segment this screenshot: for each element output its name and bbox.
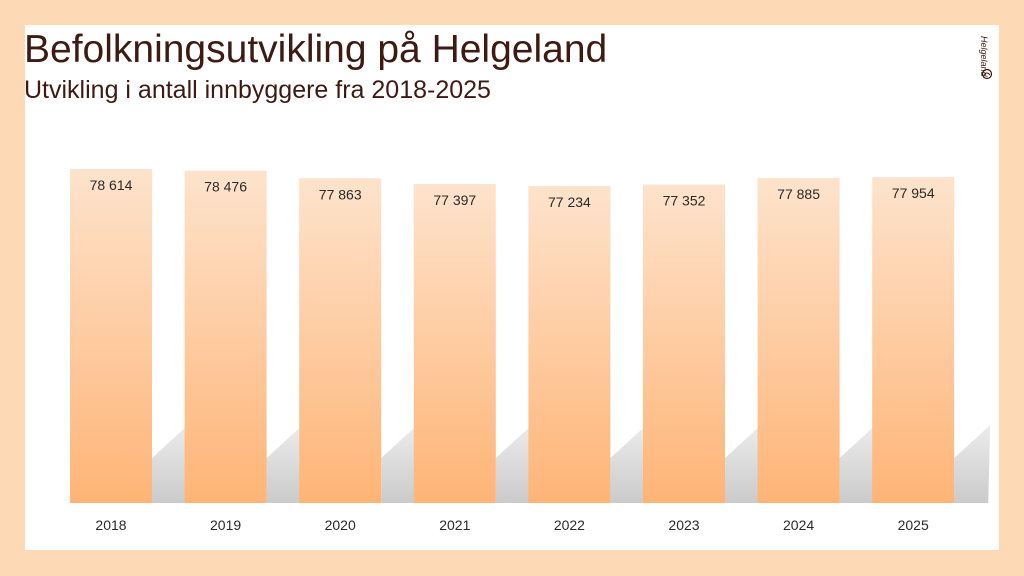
bar-2019 bbox=[184, 170, 267, 503]
data-label-2025: 77 954 bbox=[892, 185, 935, 201]
bar-shadows bbox=[152, 425, 991, 503]
x-tick-2020: 2020 bbox=[325, 517, 356, 533]
x-tick-2023: 2023 bbox=[668, 517, 699, 533]
page-title: Befolkningsutvikling på Helgeland bbox=[24, 28, 608, 71]
bar-shadow bbox=[381, 425, 418, 503]
bar-2021 bbox=[413, 183, 496, 503]
helgeland-logo: Helgeland bbox=[975, 28, 999, 80]
x-tick-2022: 2022 bbox=[554, 517, 585, 533]
data-label-2022: 77 234 bbox=[548, 194, 591, 210]
bar-shadow bbox=[725, 425, 761, 503]
bar-2022 bbox=[528, 186, 611, 503]
bar-shadow bbox=[610, 425, 647, 503]
data-label-2018: 78 614 bbox=[90, 177, 133, 193]
bar-2024 bbox=[757, 177, 840, 503]
data-label-2021: 77 397 bbox=[433, 192, 476, 208]
data-label-2023: 77 352 bbox=[663, 193, 706, 209]
bar-2020 bbox=[299, 178, 382, 503]
x-tick-2025: 2025 bbox=[898, 517, 929, 533]
data-label-2020: 77 863 bbox=[319, 186, 362, 202]
data-label-2019: 78 476 bbox=[204, 179, 247, 195]
bar-2025 bbox=[872, 177, 955, 503]
data-label-2024: 77 885 bbox=[777, 186, 820, 202]
bar-2023 bbox=[643, 184, 725, 503]
bar-2018 bbox=[70, 169, 152, 503]
bar-shadow bbox=[954, 425, 991, 503]
logo-mark-icon bbox=[981, 68, 993, 80]
x-tick-2024: 2024 bbox=[783, 517, 814, 533]
x-tick-2018: 2018 bbox=[95, 517, 126, 533]
bar-value-labels: 78 614 78 476 77 863 77 397 77 234 77 352 77 8… bbox=[90, 177, 935, 210]
page-subtitle: Utvikling i antall innbyggere fra 2018-2… bbox=[24, 76, 491, 104]
bar-shadow bbox=[266, 425, 303, 503]
bar-shadow bbox=[152, 425, 188, 503]
x-axis-tick-labels: 2018 2019 2020 2021 2022 2023 2024 2025 bbox=[95, 517, 929, 533]
bars bbox=[70, 169, 955, 503]
x-tick-2019: 2019 bbox=[210, 517, 241, 533]
bar-shadow bbox=[839, 425, 876, 503]
x-tick-2021: 2021 bbox=[439, 517, 470, 533]
bar-shadow bbox=[495, 425, 532, 503]
